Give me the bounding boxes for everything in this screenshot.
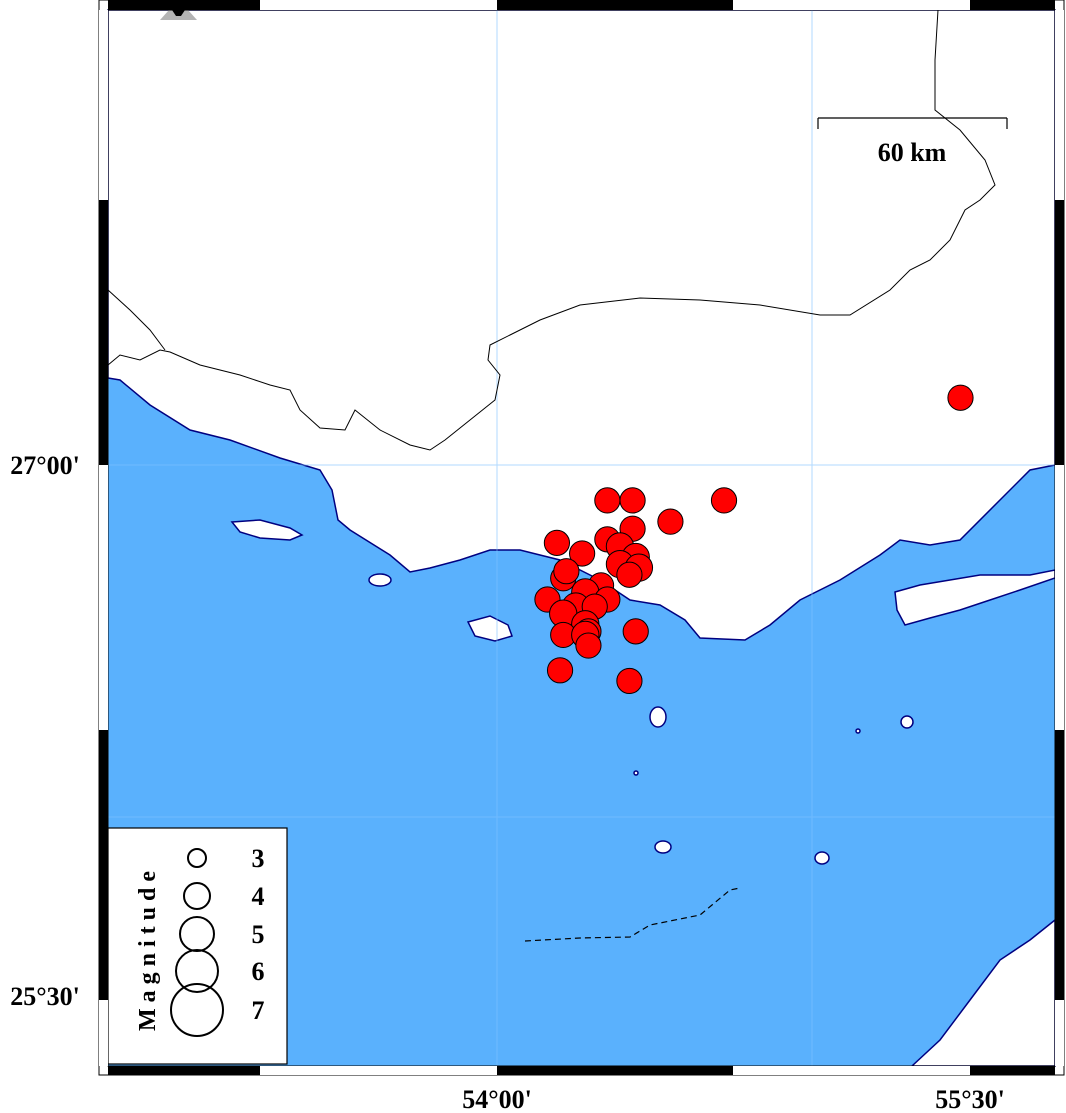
frame-segment	[497, 0, 733, 10]
lon-label-54: 54°00'	[462, 1085, 532, 1113]
lat-label-25-30: 25°30'	[10, 982, 80, 1011]
triangle-icon-core	[172, 10, 185, 16]
earthquake-event	[569, 540, 596, 567]
legend-label: 6	[252, 957, 265, 986]
lat-label-27: 27°00'	[10, 451, 80, 480]
lon-label-55-30: 55°30'	[935, 1085, 1005, 1113]
scale-bar-label: 60 km	[878, 138, 947, 167]
legend-symbol	[170, 983, 224, 1037]
legend-label: 7	[252, 996, 265, 1025]
earthquake-event	[657, 508, 684, 535]
frame-segment	[970, 1066, 1055, 1075]
earthquake-event	[543, 529, 571, 556]
frame-segment	[99, 465, 108, 730]
mainland	[107, 9, 1056, 641]
events-layer	[534, 384, 974, 695]
frame-segment	[260, 0, 497, 10]
frame-segment	[1055, 1000, 1064, 1066]
scale-bar	[817, 117, 1008, 129]
frame-segment	[99, 1000, 108, 1066]
frame-segment	[108, 0, 260, 10]
map-frame	[98, 0, 1065, 1076]
legend-label: 4	[252, 882, 265, 911]
earthquake-event	[575, 632, 602, 659]
earthquake-event	[710, 487, 738, 514]
frame-segment	[1055, 465, 1064, 730]
earthquake-event	[947, 384, 974, 411]
earthquake-event	[546, 657, 574, 684]
frame-segment	[108, 1066, 260, 1075]
earthquake-event	[622, 618, 649, 645]
legend: Magnitude 3 4 5 6 7	[107, 827, 288, 1065]
islands	[230, 519, 914, 865]
dashed-boundary	[524, 887, 741, 942]
legend-symbol	[183, 882, 211, 910]
frame-segment	[1055, 10, 1064, 200]
frame-segment	[497, 1066, 733, 1075]
frame-segment	[260, 1066, 497, 1075]
earthquake-event	[553, 558, 580, 585]
earthquake-event	[594, 487, 621, 514]
frame-segment	[99, 730, 108, 1000]
frame-segment	[970, 0, 1055, 10]
province-borders	[107, 9, 996, 451]
legend-symbol	[175, 949, 219, 993]
legend-title: Magnitude	[135, 865, 161, 1031]
legend-label: 3	[252, 844, 265, 873]
legend-label: 5	[252, 920, 265, 949]
earthquake-event	[619, 487, 646, 514]
legend-symbol	[187, 848, 207, 868]
graticule	[108, 10, 1055, 1066]
frame-segment	[99, 10, 108, 200]
frame-segment	[733, 0, 970, 10]
earthquake-event	[616, 667, 643, 695]
frame-segment	[733, 1066, 970, 1075]
frame-segment	[1055, 730, 1064, 1000]
frame-segment	[99, 200, 108, 465]
earthquake-event	[616, 561, 643, 588]
island-east	[894, 569, 1056, 626]
frame-segment	[1055, 200, 1064, 465]
